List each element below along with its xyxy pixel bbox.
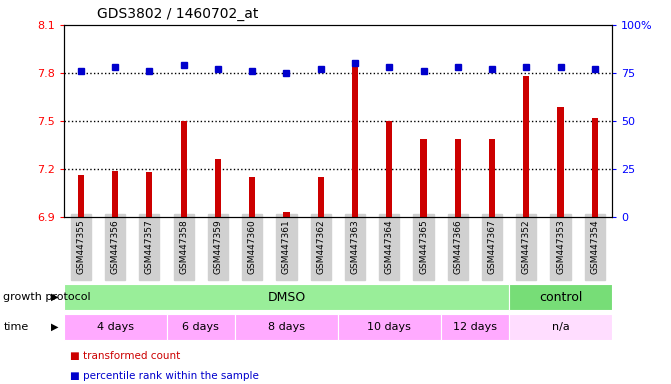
Bar (421, 139, 427, 217)
Bar (352, 60, 358, 217)
Bar (386, 121, 393, 217)
Text: 4 days: 4 days (97, 322, 134, 332)
Text: ■ percentile rank within the sample: ■ percentile rank within the sample (70, 371, 259, 381)
Bar (78, 175, 84, 217)
Text: growth protocol: growth protocol (3, 292, 91, 302)
Bar (455, 139, 461, 217)
Text: n/a: n/a (552, 322, 570, 332)
Bar (489, 139, 495, 217)
Bar (509, 285, 612, 310)
Text: DMSO: DMSO (267, 291, 305, 303)
Bar (338, 314, 441, 339)
Text: 12 days: 12 days (453, 322, 497, 332)
Bar (509, 314, 612, 339)
Text: time: time (3, 322, 29, 332)
Text: ▶: ▶ (51, 322, 58, 332)
Bar (235, 314, 338, 339)
Text: ■ transformed count: ■ transformed count (70, 351, 180, 361)
Bar (112, 170, 118, 217)
Text: 8 days: 8 days (268, 322, 305, 332)
Bar (180, 121, 187, 217)
Bar (146, 172, 152, 217)
Bar (523, 76, 529, 217)
Bar (249, 177, 255, 217)
Bar (64, 285, 509, 310)
Text: GDS3802 / 1460702_at: GDS3802 / 1460702_at (97, 7, 258, 21)
Bar (215, 159, 221, 217)
Bar (64, 314, 166, 339)
Bar (283, 212, 290, 217)
Bar (166, 314, 235, 339)
Text: ▶: ▶ (51, 292, 58, 302)
Text: control: control (539, 291, 582, 303)
Text: 10 days: 10 days (367, 322, 411, 332)
Bar (441, 314, 509, 339)
Bar (558, 107, 564, 217)
Bar (317, 177, 324, 217)
Text: 6 days: 6 days (183, 322, 219, 332)
Bar (592, 118, 598, 217)
